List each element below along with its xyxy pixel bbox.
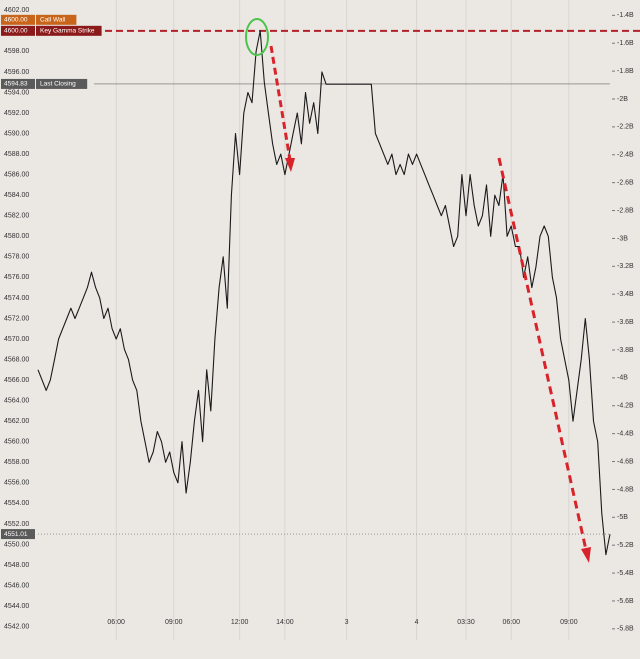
y2-tick-label: -1.4B [617,12,634,19]
highlight-circle [245,18,269,56]
y-tick-label: 4588.00 [4,151,29,158]
y2-tick-label: -1.8B [617,68,634,75]
x-tick-label: 06:00 [107,619,125,626]
y2-tick-label: -2.8B [617,207,634,214]
reference-name-box [36,25,102,36]
x-tick-label: 14:00 [276,619,294,626]
x-tick-label: 03:30 [457,619,475,626]
tag-layer: 4600.00 Call Wall 4600.00 Key Gamma Strike 4… [1,14,102,540]
y-tick-label: 4554.00 [4,500,29,507]
reference-name-box [36,14,77,25]
x-tick-label: 4 [415,619,419,626]
reference-name-box [36,78,88,89]
reference-name-label: Call Wall [40,17,66,24]
reference-value-box [1,25,35,36]
y-tick-label: 4570.00 [4,336,29,343]
y-tick-label: 4548.00 [4,562,29,569]
y-tick-label: 4568.00 [4,356,29,363]
y2-tick-label: -5B [617,514,628,521]
reference-value-box [1,78,35,89]
grid-layer [115,0,570,640]
reference-name-label: Last Closing [40,81,76,88]
y2-tick-label: -3.2B [617,263,634,270]
y2-tick-label: -3.8B [617,347,634,354]
y2-tick-label: -4.4B [617,430,634,437]
y-tick-label: 4602.00 [4,7,29,14]
y-tick-label: 4584.00 [4,192,29,199]
y2-tick-label: -3.6B [617,319,634,326]
y2-tick-label: -4.2B [617,403,634,410]
x-tick-label: 3 [345,619,349,626]
x-tick-label: 09:00 [560,619,578,626]
y2-tick-label: -2.2B [617,124,634,131]
y-tick-label: 4544.00 [4,603,29,610]
y2-tick-label: -3B [617,235,628,242]
y-tick-label: 4582.00 [4,213,29,220]
y-tick-label: 4592.00 [4,110,29,117]
y2-tick-label: -5.6B [617,598,634,605]
y2-tick-label: -5.8B [617,626,634,633]
reference-value-label: 4551.01 [4,531,28,538]
y2-tick-label: -4.8B [617,486,634,493]
y2-tick-label: -3.4B [617,291,634,298]
y-tick-label: 4562.00 [4,418,29,425]
y-tick-label: 4572.00 [4,315,29,322]
x-tick-label: 09:00 [165,619,183,626]
y-tick-label: 4578.00 [4,254,29,261]
y2-tick-label: -2B [617,96,628,103]
y-tick-label: 4590.00 [4,130,29,137]
reference-value-label: 4600.00 [4,17,28,24]
annotations [245,18,591,563]
plot-layer [37,29,640,556]
y-tick-label: 4596.00 [4,69,29,76]
y-tick-label: 4594.00 [4,89,29,96]
arrow-head [285,158,295,172]
y-tick-label: 4586.00 [4,171,29,178]
arrow-line [497,157,588,551]
y2-tick-label: -5.2B [617,542,634,549]
reference-value-box [1,14,35,25]
y2-tick-label: -4B [617,375,628,382]
y2-tick-label: -2.6B [617,180,634,187]
axes-layer: 4542.00 4544.00 4546.00 4548.00 4550.00 4552.… [4,7,634,633]
y-tick-label: 4566.00 [4,377,29,384]
y-tick-label: 4564.00 [4,397,29,404]
y-tick-label: 4598.00 [4,48,29,55]
arrow-line [269,45,292,161]
x-tick-label: 12:00 [231,619,249,626]
reference-name-label: Key Gamma Strike [40,28,95,35]
reference-value-label: 4600.00 [4,28,28,35]
y-tick-label: 4542.00 [4,623,29,630]
y-tick-label: 4580.00 [4,233,29,240]
y2-tick-label: -5.4B [617,570,634,577]
y-tick-label: 4558.00 [4,459,29,466]
arrow-head [581,547,591,563]
y-tick-label: 4560.00 [4,439,29,446]
reference-value-label: 4594.83 [4,81,28,88]
y-tick-label: 4556.00 [4,480,29,487]
y-tick-label: 4552.00 [4,521,29,528]
x-tick-label: 06:00 [502,619,520,626]
reference-value-box [1,529,35,540]
y-tick-label: 4574.00 [4,295,29,302]
y-tick-label: 4546.00 [4,582,29,589]
y-tick-label: 4550.00 [4,541,29,548]
y-tick-label: 4576.00 [4,274,29,281]
price-line [37,30,611,556]
y2-tick-label: -1.6B [617,40,634,47]
y2-tick-label: -4.6B [617,458,634,465]
y2-tick-label: -2.4B [617,152,634,159]
